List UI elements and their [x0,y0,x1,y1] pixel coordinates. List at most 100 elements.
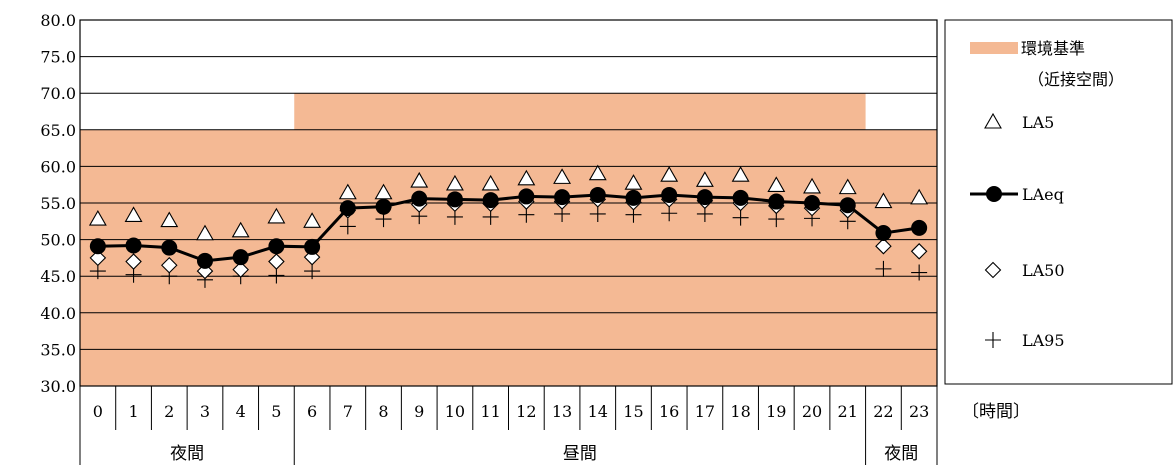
y-tick-label: 65.0 [40,121,76,140]
period-label: 夜間 [170,444,204,464]
legend-item-la5: LA5 [984,112,1054,132]
legend-item-laeq: LAeq [970,185,1064,204]
point-la95 [911,264,928,281]
point-la5 [731,166,750,182]
point-laeq [625,189,642,206]
point-laeq [875,225,892,242]
point-la50 [875,237,892,255]
point-la5 [874,192,893,209]
x-tick-label: 14 [588,402,608,421]
point-la5 [838,178,857,195]
legend-marker-la5 [984,112,1002,129]
x-tick-label: 19 [766,402,786,421]
x-tick-label: 18 [730,402,750,421]
x-tick-label: 15 [623,402,643,421]
legend-item-la95: LA95 [985,331,1065,350]
point-la50 [268,253,285,270]
point-laeq [89,238,106,255]
x-axis-label: 〔時間〕 [962,402,1030,422]
x-tick-label: 4 [236,402,246,421]
point-la5 [160,211,179,228]
point-la50 [160,256,178,274]
point-la5 [624,174,643,190]
y-tick-label: 75.0 [40,48,76,67]
point-laeq [732,189,749,206]
x-tick-label: 13 [552,402,572,421]
legend: 環境基準 （近接空間） LA5 LAeq LA50 LA95 [944,19,1173,385]
y-tick-label: 35.0 [40,340,76,359]
point-la5 [410,171,429,188]
point-laeq [661,186,678,203]
point-la50 [89,249,107,267]
y-tick-label: 55.0 [40,194,76,213]
point-laeq [839,197,856,214]
point-la5 [338,183,357,200]
y-tick-label: 50.0 [40,231,76,250]
legend-standard-label: 環境基準 [1021,39,1085,58]
x-tick-label: 16 [659,402,679,421]
point-la5 [767,176,786,192]
x-tick-label: 17 [695,402,715,421]
x-tick-label: 12 [516,402,536,421]
point-laeq [196,252,213,269]
x-tick-label: 10 [445,402,465,421]
point-laeq [554,189,571,206]
point-laeq [518,188,535,205]
point-la5 [803,177,821,194]
gridlines [80,56,937,350]
point-laeq [411,190,428,207]
series-layer [88,164,929,288]
legend-label-laeq: LAeq [1022,185,1064,204]
point-laeq [911,219,928,236]
period-label: 昼間 [563,444,597,464]
legend-marker-la50 [984,261,1002,279]
x-tick-label: 3 [200,402,210,421]
point-la5 [553,168,572,184]
series-la5 [88,164,929,241]
point-la5 [695,171,714,187]
legend-marker-laeq [986,186,1002,202]
point-la5 [124,206,143,222]
point-la5 [196,224,214,241]
x-tick-label: 20 [802,402,822,421]
y-tick-label: 40.0 [40,304,76,323]
x-tick-label: 21 [838,402,858,421]
legend-standard-sublabel: （近接空間） [1028,70,1124,89]
legend-label-la50: LA50 [1022,261,1065,280]
point-laeq [696,189,713,206]
series-laeq [89,186,928,269]
point-laeq [304,238,321,255]
point-laeq [589,186,606,203]
point-la50 [910,243,928,260]
point-la5 [660,166,679,182]
x-tick-label: 22 [873,402,893,421]
point-laeq [375,198,392,215]
legend-marker-la95 [985,332,1001,348]
y-axis-ticks: 30.0 35.0 40.0 45.0 50.0 55.0 60.0 65.0 70.0 75.0… [40,11,76,396]
x-tick-label: 5 [271,402,281,421]
point-la5 [445,174,464,191]
point-laeq [804,195,821,211]
point-la95 [339,218,356,235]
point-la5 [910,188,929,205]
point-la95 [589,205,606,222]
y-tick-label: 70.0 [40,84,76,103]
x-tick-label: 7 [343,402,353,421]
point-la5 [481,174,500,191]
y-tick-label: 30.0 [40,377,76,396]
point-la95 [304,263,321,280]
point-la95 [268,267,285,284]
point-la50 [232,261,249,278]
point-laeq [482,192,499,209]
point-la5 [374,183,393,200]
point-laeq [768,193,785,210]
point-la5 [267,207,286,224]
point-la50 [125,253,142,270]
legend-standard-swatch [970,42,1018,54]
point-la5 [588,164,607,181]
legend-frame [944,19,1173,385]
x-tick-label: 9 [414,402,424,421]
point-la5 [303,212,322,228]
y-tick-label: 80.0 [40,11,76,30]
